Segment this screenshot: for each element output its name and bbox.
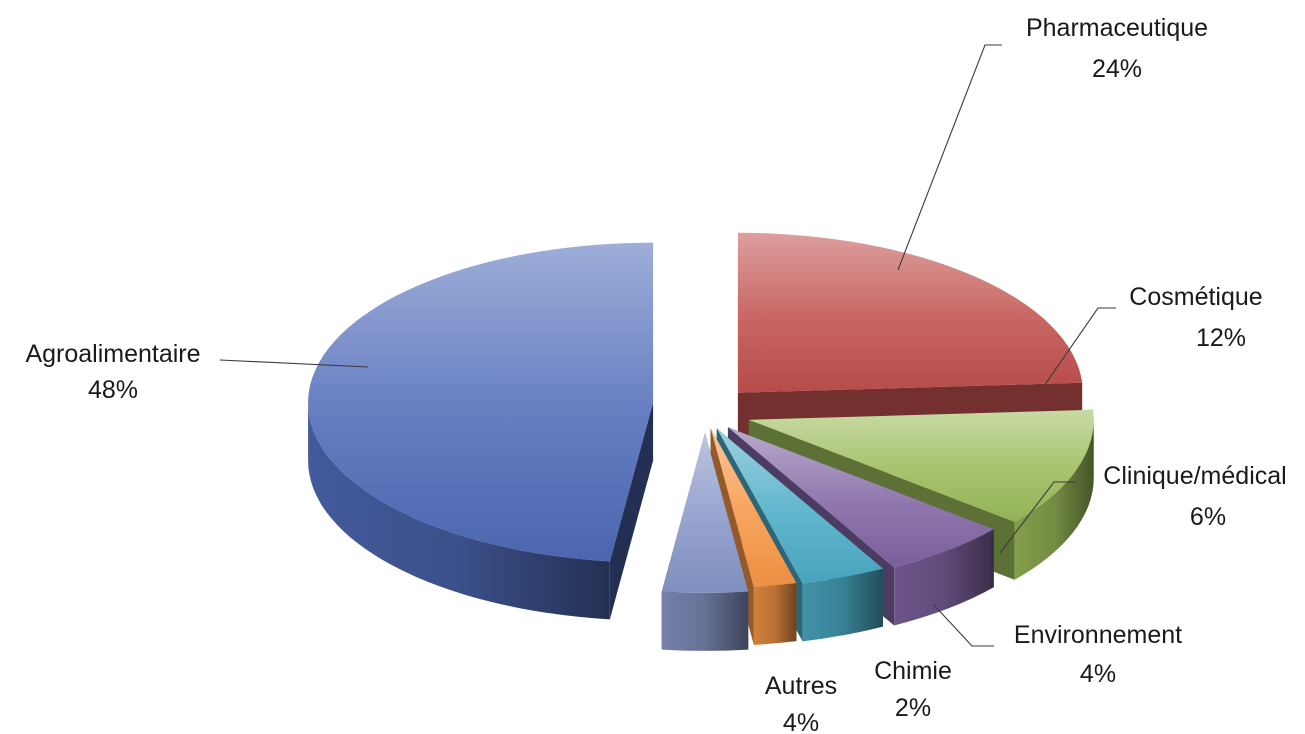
slice-value-environnement: 4% xyxy=(1080,660,1116,688)
pie-slice-top xyxy=(661,432,749,593)
slice-label-autres: Autres xyxy=(765,672,837,700)
label-autres: Autres 4% xyxy=(765,672,837,734)
label-pharmaceutique: Pharmaceutique 24% xyxy=(897,14,1208,271)
slice-value-chimie: 2% xyxy=(895,694,931,722)
slice-label-agroalimentaire: Agroalimentaire xyxy=(25,340,200,368)
pie-labels: Pharmaceutique 24% Cosmétique 12% Cliniq… xyxy=(25,14,1286,734)
leader-line-agroalimentaire xyxy=(219,359,369,368)
pie-slice-outer-wall xyxy=(1014,419,1094,580)
leader-line-clinique-medical xyxy=(999,481,1076,554)
pie-slice-outer-wall xyxy=(753,583,797,645)
pie-slice-autres xyxy=(661,432,749,651)
pie-slice-top xyxy=(710,428,797,587)
slice-label-pharmaceutique: Pharmaceutique xyxy=(1026,14,1208,42)
slice-value-agroalimentaire: 48% xyxy=(88,376,138,404)
pie-slices xyxy=(308,232,1094,651)
pie-slice-top xyxy=(727,427,994,568)
pie-slice-agroalimentaire xyxy=(308,242,654,620)
pie-slice-outer-wall xyxy=(661,591,749,651)
label-environnement: Environnement 4% xyxy=(932,603,1182,688)
pie-slice-top xyxy=(748,409,1094,522)
label-cosmetique: Cosmétique 12% xyxy=(1043,283,1263,387)
slice-label-clinique-medical: Clinique/médical xyxy=(1103,462,1286,490)
label-chimie: Chimie 2% xyxy=(874,657,952,722)
slice-value-clinique-medical: 6% xyxy=(1190,503,1226,531)
pie-slice-outer-wall xyxy=(802,568,883,642)
slice-value-cosmetique: 12% xyxy=(1196,324,1246,352)
label-agroalimentaire: Agroalimentaire 48% xyxy=(25,340,369,404)
pie-slice-top xyxy=(308,242,654,562)
leader-line-environnement xyxy=(932,603,994,647)
leader-line-pharmaceutique xyxy=(897,44,1002,271)
slice-value-pharmaceutique: 24% xyxy=(1092,55,1142,83)
slice-label-chimie: Chimie xyxy=(874,657,952,685)
label-clinique-medical: Clinique/médical 6% xyxy=(999,462,1287,554)
pie-slice-top xyxy=(716,428,883,584)
leader-line-cosmetique xyxy=(1043,307,1116,387)
slice-label-cosmetique: Cosmétique xyxy=(1129,283,1262,311)
pie-slice-wall xyxy=(609,402,654,620)
slice-label-environnement: Environnement xyxy=(1014,621,1182,649)
pie-slice-outer-wall xyxy=(894,529,994,626)
pie-slice-outer-wall xyxy=(308,402,610,620)
slice-value-autres: 4% xyxy=(783,709,819,734)
pie-slice-top xyxy=(737,232,1083,393)
